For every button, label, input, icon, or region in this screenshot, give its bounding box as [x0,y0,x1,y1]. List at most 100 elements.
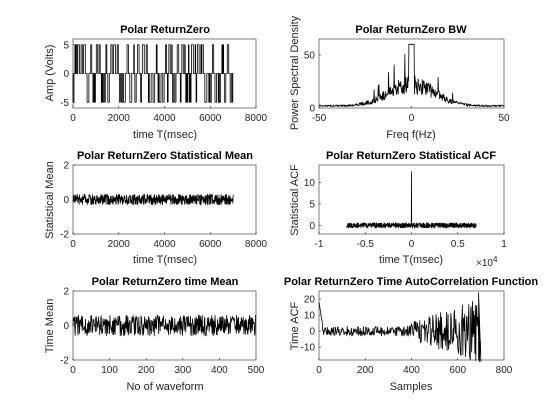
x-ticks: 0 2000 4000 6000 8000 [70,106,268,124]
y-axis-label: Power Spectral Density [289,15,301,130]
x-tick-label: 0 [409,113,415,124]
x-tick-label: 2000 [108,113,131,124]
x-tick-label: 0 [409,239,415,250]
x-axis-label: No of waveform [126,381,203,393]
signal-trace [72,193,234,206]
panel-title: Polar ReturnZero Time AutoCorrelation Fu… [284,276,539,288]
x-tick-label: 400 [403,365,420,376]
x-tick-label: 600 [449,365,466,376]
panel-title: Polar ReturnZero BW [355,24,467,36]
panel-polar-returnzero: Polar ReturnZero 0 2000 4000 6000 8000 -505 … [44,24,268,141]
panel-time-mean: Polar ReturnZero time Mean 0 100 200 300 400… [44,276,265,393]
x-tick-label: 200 [357,365,374,376]
x-tick-label: 0 [70,239,76,250]
x-tick-label: 300 [174,365,191,376]
y-tick-label: -2 [60,356,69,367]
panel-title: Polar ReturnZero time Mean [92,276,239,288]
x-axis-label: Freq f(Hz) [386,129,436,141]
y-tick-label: 50 [304,50,316,61]
y-tick-label: 0 [309,104,315,115]
x-tick-label: 8000 [245,239,268,250]
x-ticks: 0 2000 4000 6000 8000 [70,232,268,250]
x-tick-label: -1 [315,239,324,250]
x-ticks: -50 0 50 [312,106,510,124]
panel-title: Polar ReturnZero Statistical ACF [326,150,496,162]
x-tick-label: 6000 [199,113,222,124]
x-tick-label: 0 [70,113,76,124]
x-tick-label: 500 [248,365,265,376]
trace [318,43,505,108]
signal-trace [318,43,505,108]
y-tick-label: 0 [63,321,69,332]
panel-title: Polar ReturnZero Statistical Mean [77,150,253,162]
x-tick-label: 0.5 [451,239,465,250]
plot-frame [318,38,505,109]
x-axis-label: time T(msec) [379,254,443,266]
panel-statistical-acf: Polar ReturnZero Statistical ACF -1 -0.5 0… [289,150,507,269]
y-tick-label: -5 [60,98,69,109]
x-tick-label: -50 [312,113,327,124]
y-ticks: 0 50 [304,50,321,115]
x-tick-label: 4000 [153,239,176,250]
y-tick-label: -2 [60,230,69,241]
signal-trace [346,171,477,229]
x-axis-label: time T(msec) [133,254,197,266]
x-tick-label: 8000 [245,113,268,124]
y-tick-label: 0 [63,195,69,206]
panel-polar-returnzero-bw: Polar ReturnZero BW -50 0 50 050 Freq f(Hz… [289,15,510,141]
y-tick-label: 0 [309,221,315,232]
x-tick-label: 1 [501,239,507,250]
trace [318,292,482,363]
y-axis-label: Amp (Volts) [44,45,56,102]
panel-time-autocorrelation: Polar ReturnZero Time AutoCorrelation Fu… [284,276,539,393]
signal-trace [72,314,257,337]
x-tick-label: 200 [138,365,155,376]
x-tick-label: -0.5 [357,239,375,250]
x-tick-label: 400 [211,365,228,376]
y-ticks: -5 0 5 [60,40,75,109]
y-axis-label: Statistical ACF [289,164,301,236]
x-axis-label: time T(msec) [133,129,197,141]
x-tick-label: 100 [101,365,118,376]
x-ticks: -1 -0.5 0 0.5 1 [315,232,507,250]
y-axis-label: Time ACF [289,301,301,350]
x-exponent-power: 4 [493,255,498,264]
y-tick-label: 2 [63,287,69,298]
x-ticks: 0 200 400 600 800 [316,358,513,376]
x-tick-label: 800 [496,365,513,376]
y-axis-label: Time Mean [44,299,56,354]
y-tick-label: -10 [301,343,316,354]
y-tick-label: 5 [63,40,69,51]
y-tick-label: 10 [304,311,316,322]
signal-trace [72,44,234,103]
y-ticks: -2 0 2 [60,287,75,367]
x-axis-label: Samples [390,381,433,393]
trace [72,44,234,103]
y-tick-label: 20 [304,295,316,306]
y-tick-label: 5 [309,199,315,210]
panel-title: Polar ReturnZero [120,24,210,36]
x-tick-label: 0 [70,365,76,376]
x-tick-label: 6000 [199,239,222,250]
panel-statistical-mean: Polar ReturnZero Statistical Mean 0 2000 4… [44,150,268,266]
signal-trace [318,292,482,363]
x-tick-label: 50 [498,113,510,124]
x-exponent-base: ×10 [476,258,493,269]
x-tick-label: 2000 [108,239,131,250]
y-tick-label: 0 [309,327,315,338]
y-ticks: -10 0 10 20 [301,295,321,354]
trace [72,314,257,337]
trace [346,171,477,229]
y-ticks: 0 5 10 [304,178,321,232]
y-ticks: -2 0 2 [60,161,75,241]
y-tick-label: 0 [63,69,69,80]
x-ticks: 0 100 200 300 400 500 [70,358,265,376]
x-tick-label: 4000 [153,113,176,124]
y-axis-label: Statistical Mean [44,161,56,239]
y-tick-label: 10 [304,178,316,189]
x-exponent-label: ×104 [476,255,498,269]
y-tick-label: 2 [63,161,69,172]
x-tick-label: 0 [316,365,322,376]
trace [72,193,234,206]
